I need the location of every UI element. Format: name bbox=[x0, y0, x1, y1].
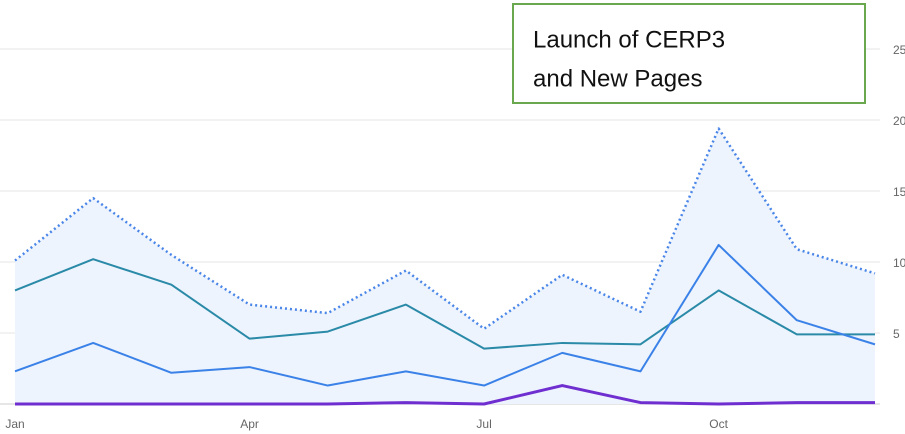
annotation: Launch of CERP3 bbox=[533, 26, 725, 53]
annotation-box bbox=[512, 3, 866, 104]
series-line bbox=[14, 127, 876, 330]
y-tick-label: 5 bbox=[893, 327, 900, 341]
x-tick-label: Apr bbox=[240, 417, 259, 431]
x-tick-label: Oct bbox=[709, 417, 728, 431]
series-line bbox=[15, 384, 875, 406]
series-line bbox=[14, 258, 875, 350]
y-tick-label: 10 bbox=[893, 256, 905, 270]
series-line bbox=[14, 243, 876, 387]
area bbox=[15, 128, 875, 404]
annotation: and New Pages bbox=[533, 65, 702, 92]
x-tick-label: Jul bbox=[476, 417, 491, 431]
y-tick-label: 25 bbox=[893, 43, 905, 57]
y-tick-label: 20 bbox=[893, 114, 905, 128]
y-tick-label: 15 bbox=[893, 185, 905, 199]
x-tick-label: Jan bbox=[5, 417, 24, 431]
